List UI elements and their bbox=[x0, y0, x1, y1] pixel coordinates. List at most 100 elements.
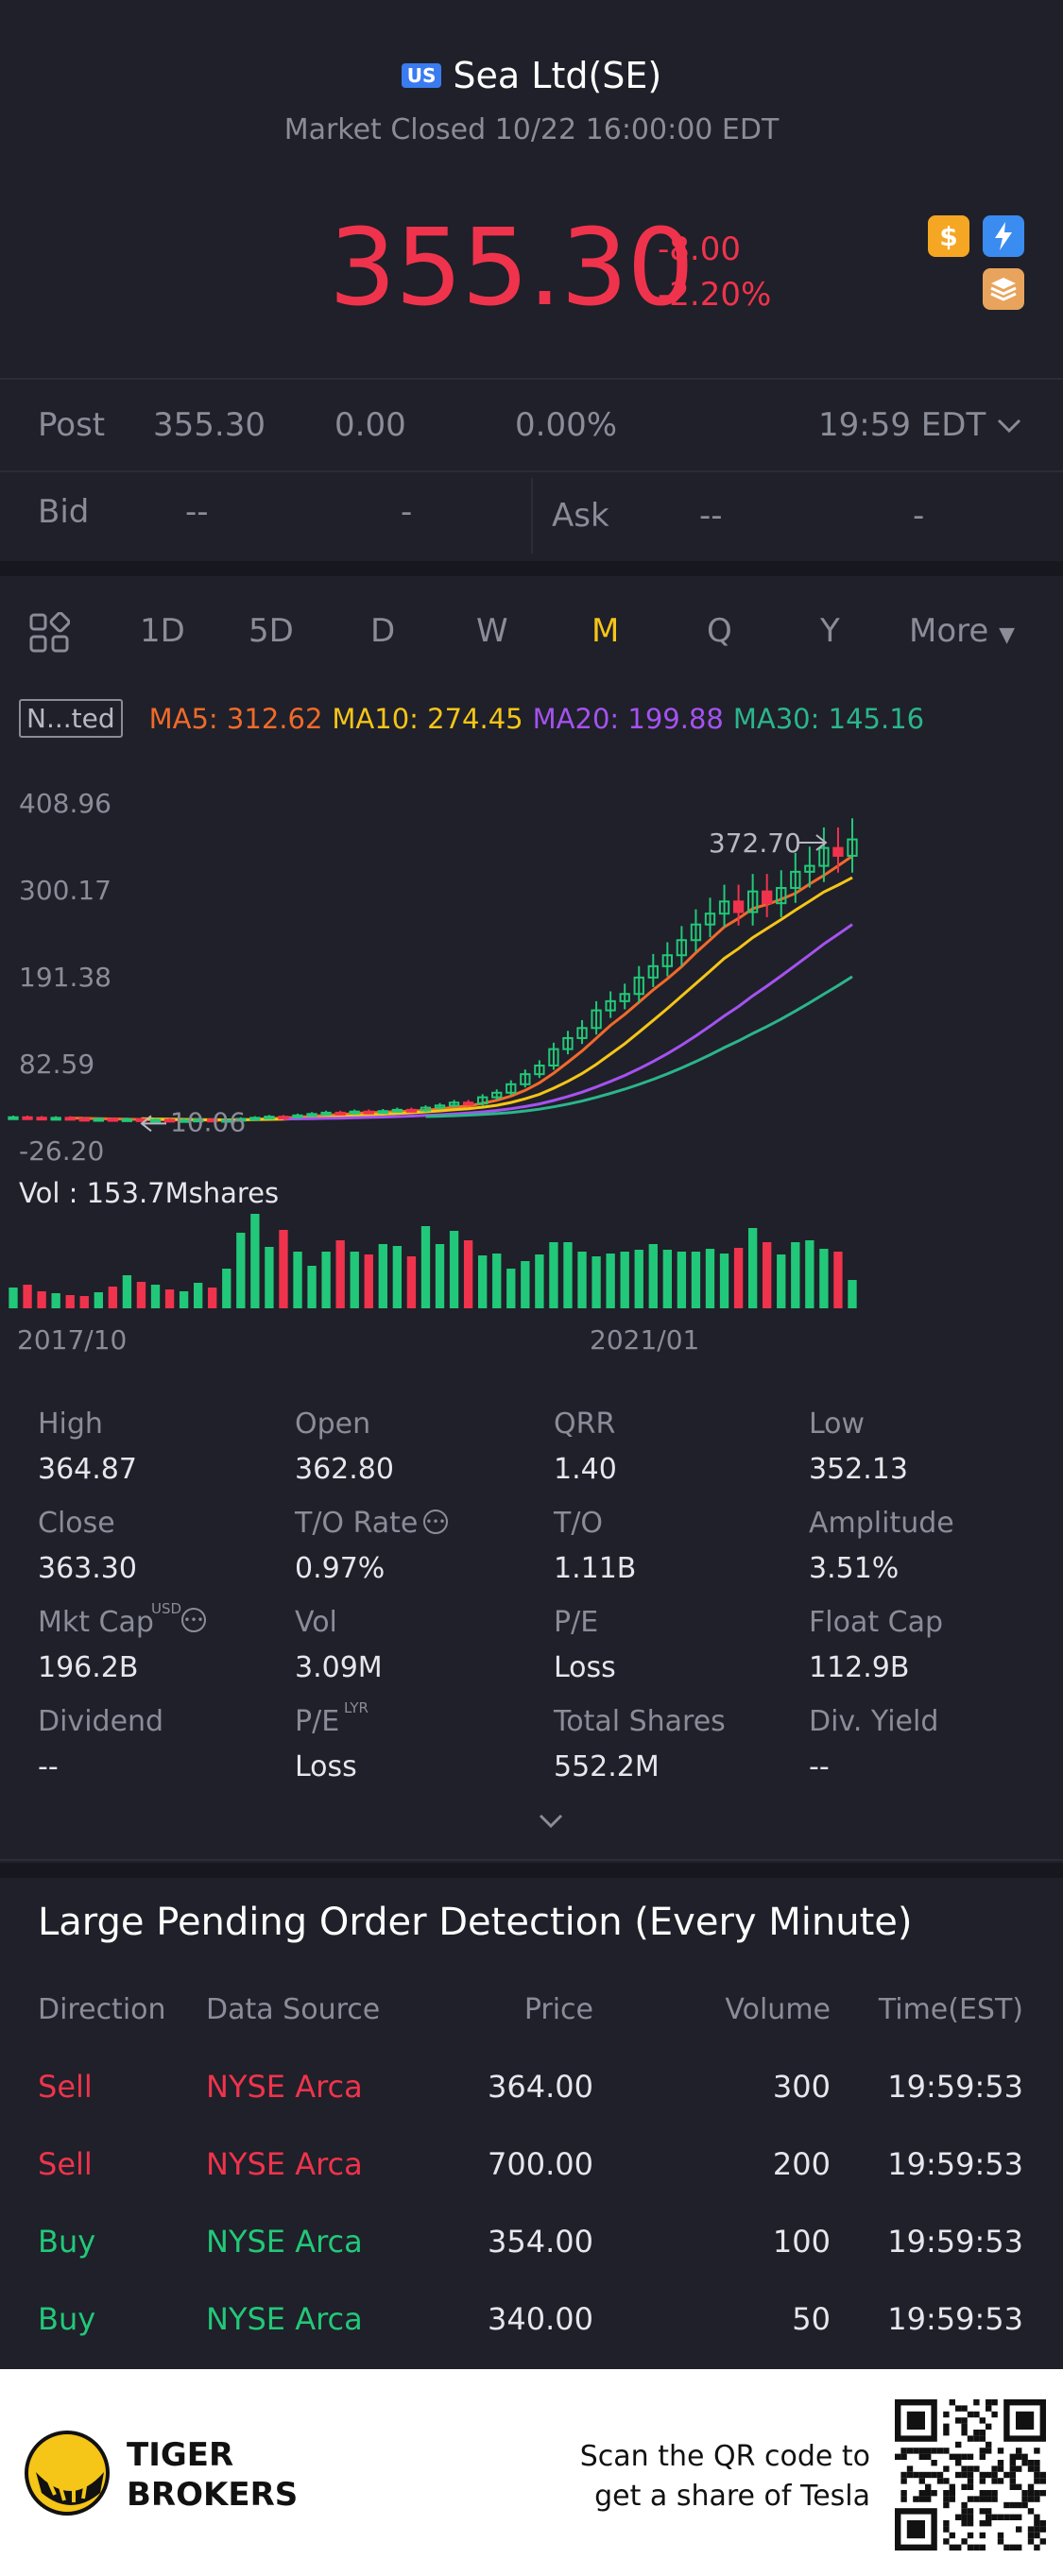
grid-layout-icon[interactable] bbox=[28, 612, 70, 654]
price-chart[interactable]: 408.96 300.17 191.38 82.59 -26.20 372.70 10.0… bbox=[0, 756, 1063, 1379]
candle-body bbox=[278, 1116, 289, 1120]
post-time[interactable]: 19:59 EDT bbox=[818, 406, 986, 444]
volume-bar bbox=[634, 1250, 643, 1308]
high-arrow-icon bbox=[798, 834, 828, 851]
tab-more-label: More bbox=[909, 612, 989, 650]
volume-bar bbox=[265, 1247, 274, 1308]
volume-bar bbox=[506, 1269, 516, 1308]
volume-bar bbox=[406, 1256, 417, 1308]
dollar-icon[interactable]: $ bbox=[928, 215, 969, 257]
order-volume: 300 bbox=[772, 2069, 831, 2105]
volume-bar bbox=[150, 1285, 161, 1308]
volume-bar bbox=[250, 1214, 260, 1308]
volume-bar bbox=[463, 1240, 473, 1308]
candle-body bbox=[221, 1118, 232, 1123]
candle-body bbox=[207, 1118, 218, 1123]
stat-value: 112.9B bbox=[809, 1651, 910, 1684]
volume-bar bbox=[208, 1288, 217, 1308]
candle-body bbox=[732, 900, 745, 913]
tab-d[interactable]: D bbox=[370, 612, 396, 650]
volume-bar bbox=[592, 1256, 601, 1308]
order-time: 19:59:53 bbox=[887, 2301, 1023, 2337]
candle-body bbox=[391, 1108, 403, 1113]
adjust-mode-button[interactable]: N...ted bbox=[19, 699, 123, 738]
volume-bar bbox=[164, 1289, 175, 1308]
stat-value: 352.13 bbox=[809, 1453, 908, 1486]
volume-bar bbox=[321, 1252, 331, 1308]
candle-body bbox=[790, 870, 801, 890]
candle-body bbox=[534, 1065, 545, 1076]
stat-value: 362.80 bbox=[295, 1453, 394, 1486]
price-change: -8.00 bbox=[658, 230, 741, 268]
candle-body bbox=[64, 1117, 76, 1121]
candle-body bbox=[363, 1110, 374, 1115]
brand-name: TIGER BROKERS bbox=[127, 2435, 298, 2515]
low-arrow-icon bbox=[140, 1115, 166, 1133]
tab-w[interactable]: W bbox=[476, 612, 508, 650]
volume-bar bbox=[65, 1295, 75, 1308]
moving-average-legend: N...ted MA5: 312.62 MA10: 274.45 MA20: 1… bbox=[19, 699, 924, 738]
ma20-value: MA20: 199.88 bbox=[532, 702, 724, 735]
tab-y[interactable]: Y bbox=[820, 612, 840, 650]
col-volume: Volume bbox=[725, 1993, 831, 2026]
tab-1d[interactable]: 1D bbox=[140, 612, 185, 650]
tab-5d[interactable]: 5D bbox=[249, 612, 294, 650]
candle-body bbox=[690, 923, 702, 942]
candle-body bbox=[491, 1091, 503, 1099]
candle-body bbox=[22, 1116, 33, 1120]
candle-body bbox=[591, 1009, 602, 1030]
ma20-line bbox=[283, 923, 853, 1120]
stat-label: QRR bbox=[554, 1407, 616, 1441]
volume-bar bbox=[492, 1254, 502, 1308]
chevron-down-icon[interactable] bbox=[996, 418, 1022, 435]
volume-bar bbox=[79, 1296, 89, 1308]
info-icon[interactable]: ••• bbox=[181, 1608, 206, 1632]
candle-body bbox=[405, 1108, 418, 1113]
order-price: 340.00 bbox=[488, 2301, 593, 2337]
tab-q[interactable]: Q bbox=[707, 612, 732, 650]
order-source: NYSE Arca bbox=[206, 2224, 363, 2260]
candle-body bbox=[718, 900, 730, 915]
candle-body bbox=[847, 838, 858, 857]
stat-label: Vol bbox=[295, 1606, 337, 1639]
stat-value: 3.09M bbox=[295, 1651, 383, 1684]
volume-bar bbox=[449, 1231, 459, 1308]
candle-body bbox=[292, 1114, 303, 1118]
footer-banner[interactable]: TIGER BROKERS Scan the QR code to get a … bbox=[0, 2369, 1063, 2576]
orders-title: Large Pending Order Detection (Every Min… bbox=[38, 1901, 913, 1944]
volume-bar bbox=[563, 1242, 573, 1308]
volume-bar bbox=[777, 1254, 786, 1308]
stat-label: Low bbox=[809, 1407, 866, 1441]
ask-size: - bbox=[913, 497, 925, 535]
order-direction: Sell bbox=[38, 2069, 93, 2105]
qr-code bbox=[895, 2399, 1046, 2550]
candle-body bbox=[818, 846, 830, 867]
candle-body bbox=[163, 1118, 176, 1123]
info-icon[interactable]: ••• bbox=[423, 1510, 448, 1534]
tab-more[interactable]: More ▼ bbox=[909, 612, 1015, 650]
post-change-pct: 0.00% bbox=[515, 406, 618, 444]
candle-body bbox=[334, 1111, 346, 1116]
x-axis-label: 2017/10 bbox=[17, 1324, 127, 1356]
volume-bar bbox=[719, 1254, 729, 1308]
stat-label: Mkt Cap bbox=[38, 1606, 154, 1639]
stack-icon[interactable] bbox=[983, 268, 1024, 310]
volume-bar bbox=[848, 1280, 857, 1308]
candle-body bbox=[804, 864, 815, 873]
flash-icon[interactable] bbox=[983, 215, 1024, 257]
stat-label: Div. Yield bbox=[809, 1705, 939, 1738]
volume-bar bbox=[805, 1240, 814, 1308]
tab-m[interactable]: M bbox=[592, 612, 620, 650]
expand-chevron-icon[interactable] bbox=[537, 1812, 565, 1831]
volume-bar bbox=[179, 1291, 189, 1308]
volume-bar bbox=[747, 1228, 758, 1308]
volume-bar bbox=[293, 1252, 302, 1308]
candle-body bbox=[306, 1113, 317, 1117]
candle-body bbox=[192, 1118, 204, 1123]
col-time: Time(EST) bbox=[878, 1993, 1023, 2026]
candle-body bbox=[462, 1101, 474, 1106]
low-price-label: 10.06 bbox=[170, 1106, 246, 1137]
order-time: 19:59:53 bbox=[887, 2069, 1023, 2105]
stat-label: T/O bbox=[554, 1507, 604, 1540]
candle-body bbox=[746, 890, 759, 913]
